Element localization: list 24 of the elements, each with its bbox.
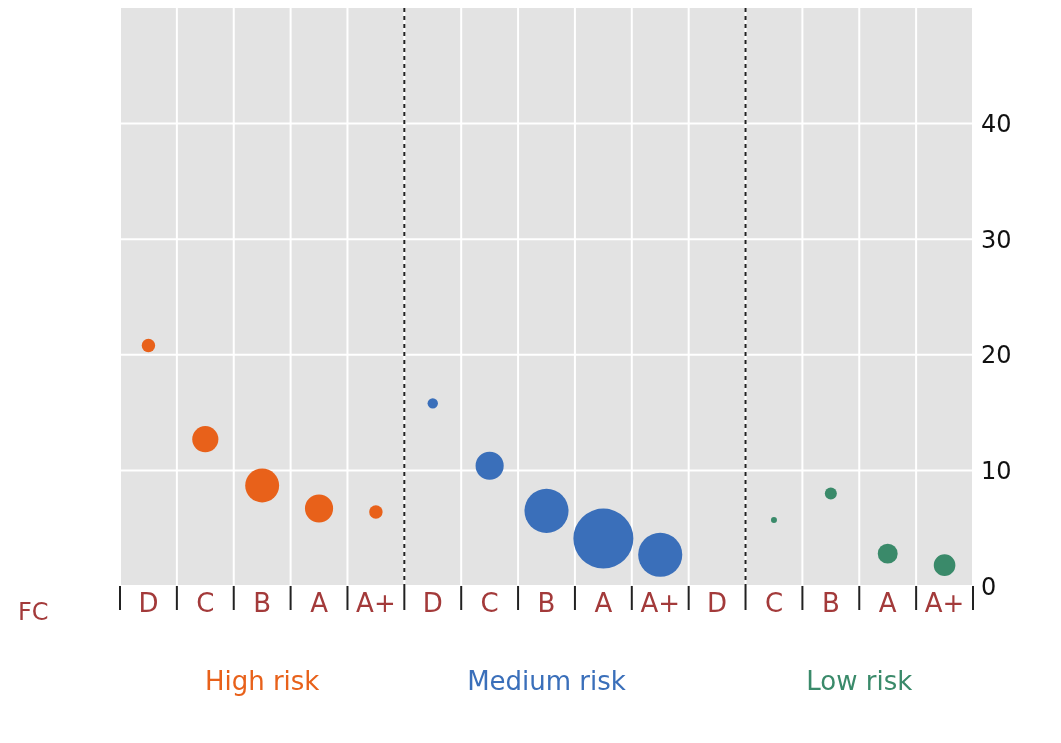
y-tick-label: 0 [981, 572, 997, 601]
text: Medium risk [466, 666, 627, 696]
x-tick-label: C [764, 588, 784, 619]
x-tick-label: B [821, 588, 840, 619]
x-tick-label: A+ [356, 588, 396, 619]
y-tick-label: 10 [981, 456, 1012, 485]
x-tick-label: B [253, 588, 272, 619]
y-tick-label: 30 [981, 225, 1012, 254]
x-tick-label: D [707, 588, 728, 619]
x-tick-label: A+ [640, 588, 681, 619]
text: High risk [203, 666, 321, 696]
x-tick-label: A [594, 588, 613, 619]
y-tick-label: 40 [981, 110, 1012, 139]
y-tick-label: 20 [981, 341, 1012, 370]
x-tick-label: A+ [924, 588, 965, 619]
x-tick-label: A [310, 588, 329, 619]
x-tick-label: C [196, 588, 215, 619]
x-tick-label: C [480, 588, 499, 619]
x-tick-label: D [138, 588, 159, 619]
x-tick-label: B [537, 588, 556, 619]
x-axis-title: FC [18, 598, 49, 626]
x-tick-label: A [878, 588, 897, 619]
x-tick-label: D [422, 588, 443, 619]
text: Low risk [805, 666, 914, 696]
